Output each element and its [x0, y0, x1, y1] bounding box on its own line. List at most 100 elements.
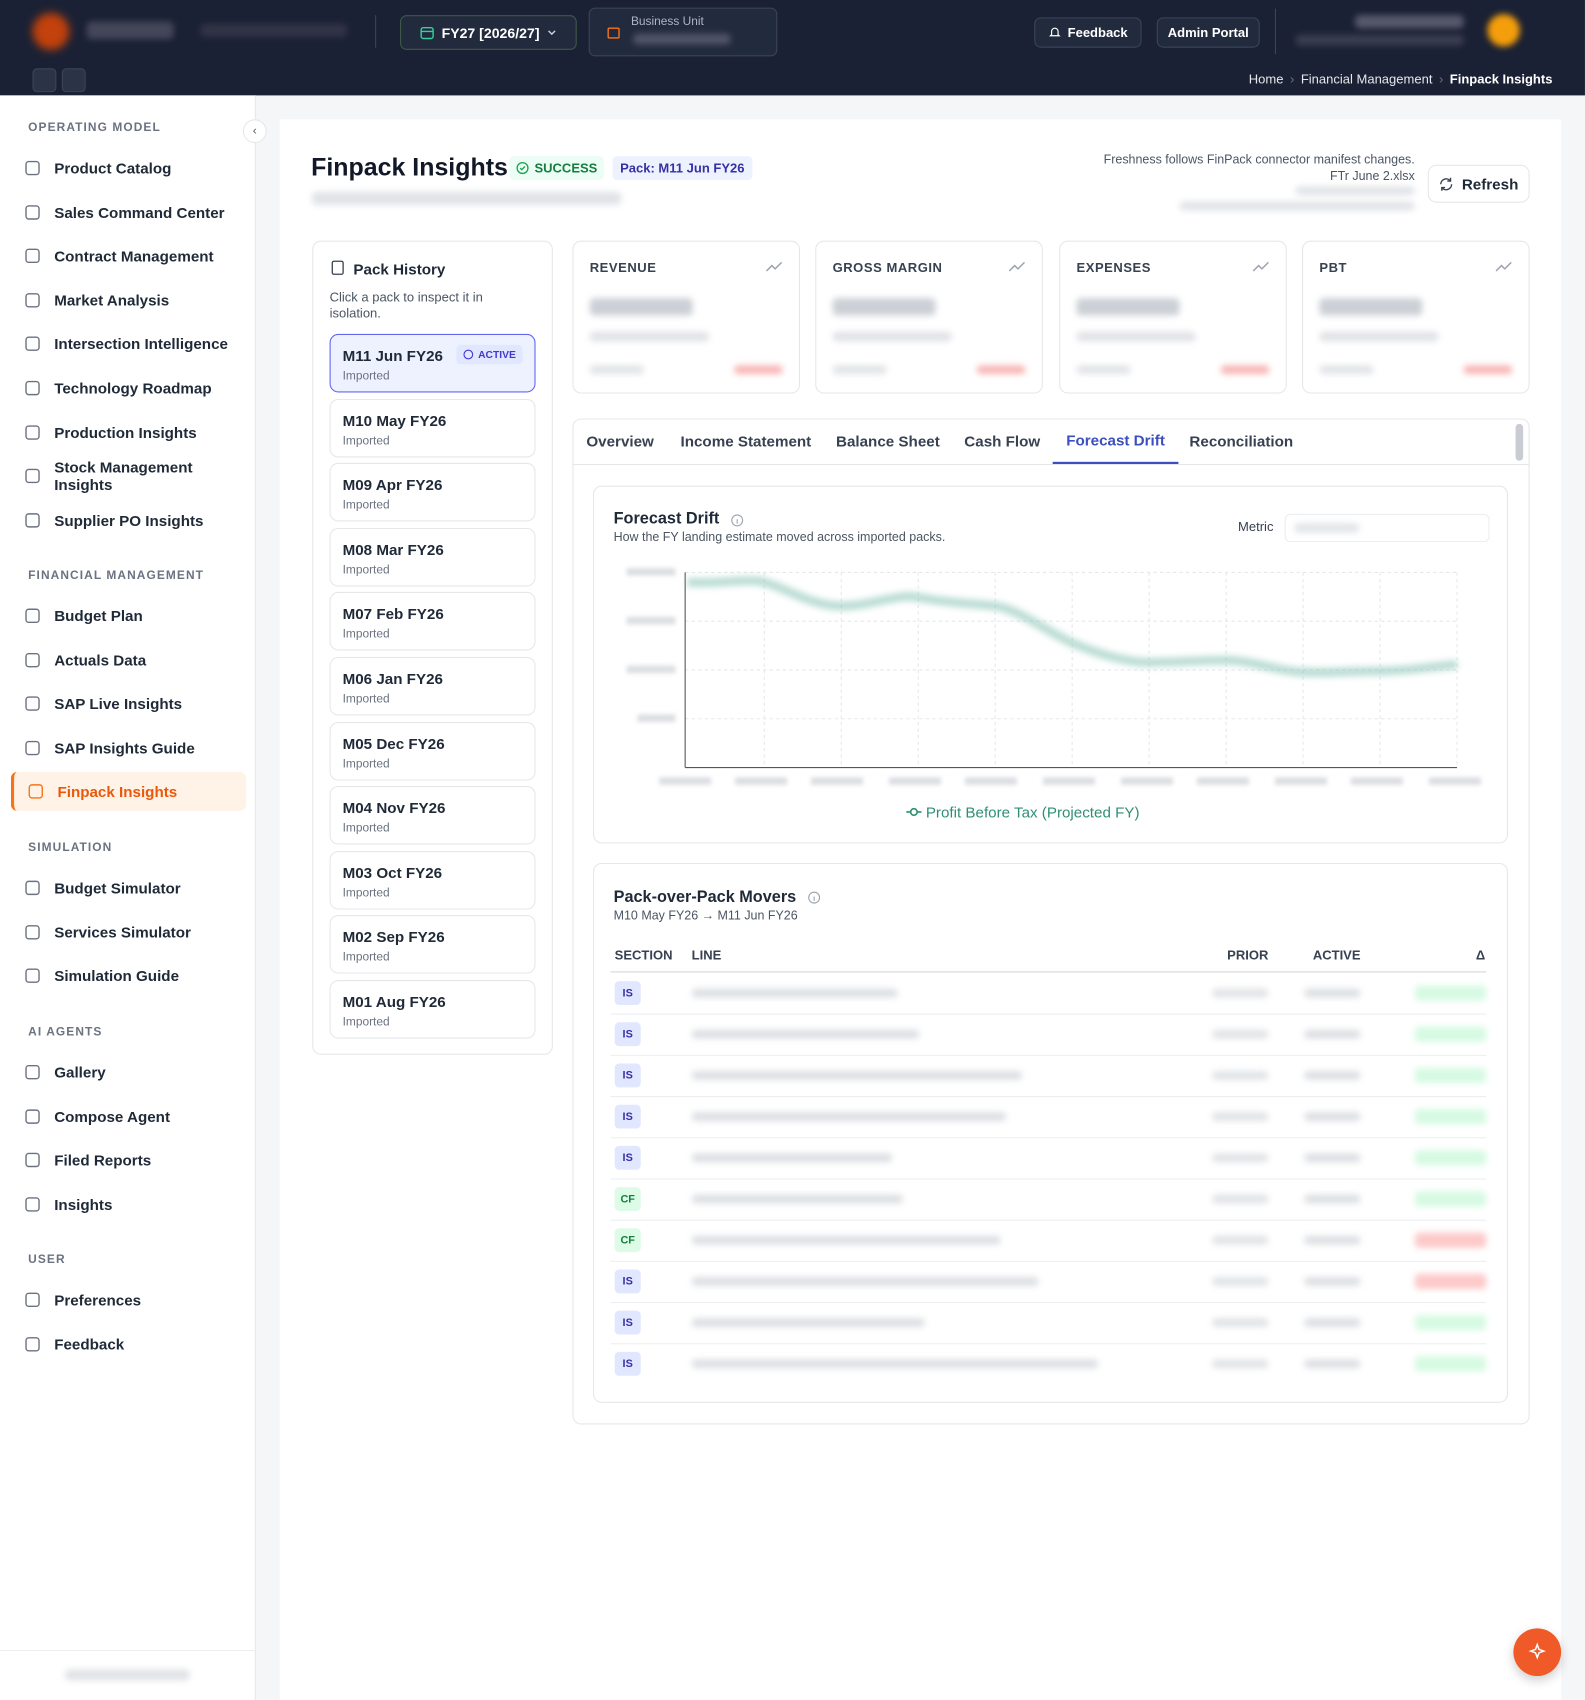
admin-portal-button[interactable]: Admin Portal: [1156, 17, 1260, 48]
blurred-prior: [1212, 1194, 1269, 1204]
file-name: FTr June 2.xlsx: [1329, 170, 1415, 184]
assistant-button[interactable]: [1513, 1628, 1562, 1677]
row-rule: [610, 1054, 1487, 1056]
icon-button[interactable]: [32, 68, 57, 93]
nav-label: Budget Plan: [54, 607, 143, 625]
tab[interactable]: Income Statement: [680, 432, 812, 450]
blurred-value: [589, 298, 693, 316]
pack-status: Imported: [342, 1015, 390, 1029]
row-rule: [610, 1302, 1487, 1304]
section-badge: IS: [614, 1063, 641, 1088]
blurred-prior: [1212, 1153, 1269, 1163]
column-header: LINE: [691, 947, 722, 963]
kpi-title: PBT: [1319, 260, 1347, 276]
nav-label: SAP Insights Guide: [54, 739, 195, 757]
row-rule: [610, 1013, 1487, 1015]
nav-item[interactable]: Market Analysis: [11, 281, 243, 320]
nav-item[interactable]: Product Catalog: [11, 149, 243, 188]
blurred-value: [589, 365, 644, 375]
metric-select[interactable]: [1284, 513, 1490, 543]
nav-label: Budget Simulator: [54, 879, 181, 897]
nav-item[interactable]: Technology Roadmap: [11, 369, 243, 408]
tab[interactable]: Balance Sheet: [835, 432, 940, 450]
row-rule: [610, 1137, 1487, 1139]
pack-item[interactable]: M05 Dec FY26 Imported: [329, 721, 536, 781]
nav-item[interactable]: Intersection Intelligence: [11, 325, 243, 364]
nav-item[interactable]: Contract Management: [11, 237, 243, 276]
pack-name: M03 Oct FY26: [342, 863, 443, 882]
nav-item[interactable]: SAP Insights Guide: [11, 728, 243, 767]
freshness: Freshness follows FinPack connector mani…: [1104, 153, 1415, 186]
legend-entry: Profit Before Tax (Projected FY): [926, 804, 1140, 821]
nav-item[interactable]: Production Insights: [11, 413, 243, 452]
pack-item[interactable]: M11 Jun FY26 Imported ACTIVE: [329, 333, 536, 393]
nav-item[interactable]: Budget Plan: [11, 596, 243, 635]
business-unit-label: Business Unit: [630, 15, 704, 29]
pack-item[interactable]: M03 Oct FY26 Imported: [329, 850, 536, 910]
tab[interactable]: Forecast Drift: [1052, 418, 1179, 464]
nav-item[interactable]: Actuals Data: [11, 640, 243, 679]
business-unit-select[interactable]: Business Unit: [588, 7, 778, 57]
nav-item[interactable]: Simulation Guide: [11, 956, 243, 995]
pack-item[interactable]: M06 Jan FY26 Imported: [329, 656, 536, 716]
blurred-active: [1304, 1318, 1361, 1327]
collapse-button[interactable]: ‹: [242, 119, 267, 144]
pack-name: M09 Apr FY26: [342, 476, 443, 494]
pack-name: M11 Jun FY26: [342, 346, 443, 365]
breadcrumb-sep: ›: [1438, 71, 1444, 87]
pack-history-description: Click a pack to inspect it in isolation.: [329, 289, 483, 321]
nav-item[interactable]: Finpack Insights: [10, 772, 247, 812]
breadcrumb-item[interactable]: Financial Management: [1300, 71, 1433, 87]
nav-item[interactable]: Filed Reports: [11, 1141, 243, 1180]
avatar[interactable]: [1487, 14, 1520, 47]
blurred-prior: [1212, 1029, 1269, 1039]
pack-status: Imported: [342, 498, 390, 512]
nav-item[interactable]: Stock Management Insights: [11, 457, 243, 496]
pack-item[interactable]: M01 Aug FY26 Imported: [329, 980, 536, 1039]
nav-item[interactable]: Supplier PO Insights: [11, 501, 243, 540]
nav-item[interactable]: Services Simulator: [11, 912, 243, 951]
nav-label: Preferences: [54, 1291, 142, 1309]
nav-item[interactable]: SAP Live Insights: [11, 684, 243, 723]
blurred-delta: [1463, 365, 1513, 375]
tab[interactable]: Overview: [586, 432, 654, 450]
pack-item[interactable]: M07 Feb FY26 Imported: [329, 592, 536, 651]
header-rule: [610, 971, 1487, 973]
sidebar-section-title: SIMULATION: [28, 841, 113, 855]
tab[interactable]: Reconciliation: [1189, 432, 1294, 450]
nav-item[interactable]: Compose Agent: [11, 1097, 243, 1136]
sidebar-section-title: OPERATING MODEL: [28, 121, 161, 135]
blurred-line: [691, 1277, 1039, 1286]
refresh-button[interactable]: Refresh: [1427, 164, 1530, 203]
tab[interactable]: Cash Flow: [964, 432, 1041, 450]
pack-item[interactable]: M02 Sep FY26 Imported: [329, 915, 536, 974]
nav-item[interactable]: Preferences: [11, 1280, 243, 1319]
nav-item[interactable]: Gallery: [11, 1053, 243, 1092]
pack-name: M06 Jan FY26: [342, 669, 443, 688]
blurred-delta: [733, 365, 783, 375]
kpi-card: GROSS MARGIN: [815, 240, 1043, 394]
section-badge: IS: [614, 1269, 641, 1294]
feedback-button[interactable]: Feedback: [1034, 17, 1142, 48]
pack-item[interactable]: M10 May FY26 Imported: [329, 398, 536, 458]
nav-item[interactable]: Feedback: [11, 1324, 243, 1363]
pack-history: Pack History Click a pack to inspect it …: [312, 240, 553, 1055]
breadcrumb-item: Finpack Insights: [1449, 71, 1553, 87]
nav-item[interactable]: Insights: [11, 1185, 243, 1224]
icon-button[interactable]: [61, 68, 86, 93]
pack-item[interactable]: M09 Apr FY26 Imported: [329, 463, 536, 522]
blurred-delta: [1414, 1109, 1487, 1125]
nav-item[interactable]: Budget Simulator: [11, 868, 243, 907]
nav-item[interactable]: Sales Command Center: [11, 193, 243, 232]
fiscal-year-select[interactable]: FY27 [2026/27]: [400, 15, 577, 50]
pack-name: M10 May FY26: [342, 411, 447, 429]
pack-item[interactable]: M08 Mar FY26 Imported: [329, 527, 536, 587]
column-header: ACTIVE: [1312, 947, 1361, 963]
pack-item[interactable]: M04 Nov FY26 Imported: [329, 786, 536, 845]
nav-label: Intersection Intelligence: [54, 335, 228, 353]
blurred-line: [691, 1235, 1001, 1245]
blurred-prior: [1212, 1359, 1269, 1369]
breadcrumb-item[interactable]: Home: [1248, 71, 1284, 87]
blurred-active: [1304, 988, 1361, 998]
